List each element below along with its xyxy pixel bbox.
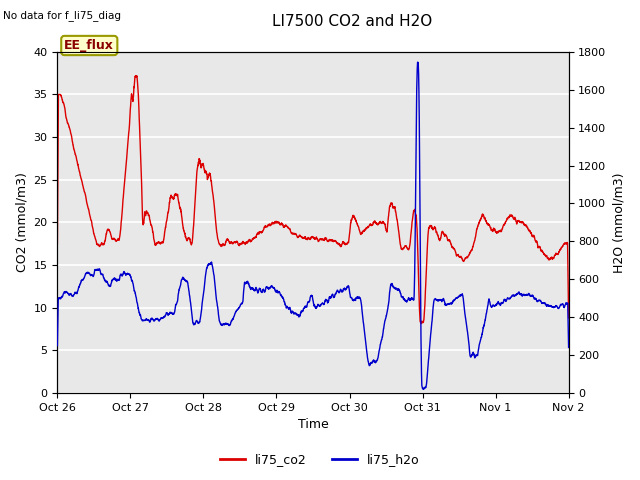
Text: LI7500 CO2 and H2O: LI7500 CO2 and H2O: [272, 14, 432, 29]
Legend: li75_co2, li75_h2o: li75_co2, li75_h2o: [215, 448, 425, 471]
Text: No data for f_li75_diag: No data for f_li75_diag: [3, 10, 121, 21]
Y-axis label: CO2 (mmol/m3): CO2 (mmol/m3): [15, 172, 28, 272]
X-axis label: Time: Time: [298, 419, 328, 432]
Y-axis label: H2O (mmol/m3): H2O (mmol/m3): [612, 172, 625, 273]
Text: EE_flux: EE_flux: [65, 39, 114, 52]
